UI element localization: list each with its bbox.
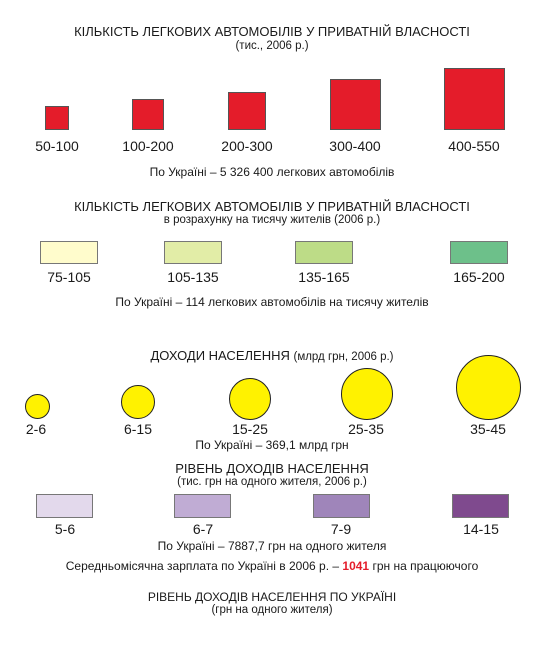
legend-label: 15-25 — [232, 421, 268, 437]
legend-label: 7-9 — [330, 521, 352, 537]
legend-label: 105-135 — [167, 269, 219, 285]
income-summary: По Україні – 369,1 млрд грн — [195, 438, 349, 452]
average-salary-line: Середньомісячна зарплата по Україні в 20… — [0, 559, 544, 573]
legend-label: 300-400 — [329, 138, 381, 154]
ukraine-income-subtitle: (грн на одного жителя) — [211, 604, 333, 616]
cars-total-title: КІЛЬКІСТЬ ЛЕГКОВИХ АВТОМОБІЛІВ У ПРИВАТН… — [74, 24, 470, 39]
legend-label: 25-35 — [348, 421, 384, 437]
legend-label: 14-15 — [463, 521, 499, 537]
legend-square-200-300 — [228, 92, 266, 130]
legend-circle-25-35 — [341, 368, 393, 420]
legend-square-50-100 — [45, 106, 69, 130]
cars-per-thousand-summary: По Україні – 114 легкових автомобілів на… — [115, 295, 429, 309]
legend-square-400-550 — [444, 68, 505, 130]
legend-circle-2-6 — [25, 394, 50, 419]
legend-label: 6-7 — [192, 521, 214, 537]
legend-rect-105-135 — [164, 241, 222, 264]
legend-rect-165-200 — [450, 241, 508, 264]
salary-suffix: грн на працюючого — [372, 559, 479, 573]
legend-rect-6-7 — [174, 494, 231, 518]
legend-circle-15-25 — [229, 378, 271, 420]
legend-circle-35-45 — [456, 355, 521, 420]
income-title: ДОХОДИ НАСЕЛЕННЯ (млрд грн, 2006 р.) — [0, 348, 544, 363]
cars-total-summary: По Україні – 5 326 400 легкових автомобі… — [149, 165, 395, 179]
salary-prefix: Середньомісячна зарплата по Україні в 20… — [65, 559, 340, 573]
legend-label: 200-300 — [221, 138, 273, 154]
income-level-title: РІВЕНЬ ДОХОДІВ НАСЕЛЕННЯ — [175, 461, 369, 476]
cars-per-thousand-title: КІЛЬКІСТЬ ЛЕГКОВИХ АВТОМОБІЛІВ У ПРИВАТН… — [74, 199, 470, 214]
ukraine-income-title: РІВЕНЬ ДОХОДІВ НАСЕЛЕННЯ ПО УКРАЇНІ — [147, 590, 397, 604]
legend-label: 35-45 — [470, 421, 506, 437]
legend-label: 50-100 — [35, 138, 79, 154]
income-level-subtitle: (тис. грн на одного жителя, 2006 р.) — [177, 476, 367, 488]
legend-label: 5-6 — [54, 521, 76, 537]
legend-label: 6-15 — [123, 421, 153, 437]
salary-value: 1041 — [342, 559, 370, 573]
legend-rect-14-15 — [452, 494, 509, 518]
legend-label: 400-550 — [448, 138, 500, 154]
income-title-suffix: (млрд грн, 2006 р.) — [293, 351, 394, 363]
income-level-summary: По Україні – 7887,7 грн на одного жителя — [157, 539, 387, 553]
legend-label: 165-200 — [453, 269, 505, 285]
legend-rect-75-105 — [40, 241, 98, 264]
legend-label: 2-6 — [25, 421, 47, 437]
legend-square-300-400 — [330, 79, 381, 130]
legend-square-100-200 — [132, 99, 164, 130]
legend-label: 135-165 — [298, 269, 350, 285]
legend-rect-135-165 — [295, 241, 353, 264]
legend-label: 100-200 — [122, 138, 174, 154]
legend-label: 75-105 — [47, 269, 91, 285]
legend-rect-5-6 — [36, 494, 93, 518]
legend-rect-7-9 — [313, 494, 370, 518]
cars-per-thousand-subtitle: в розрахунку на тисячу жителів (2006 р.) — [163, 214, 381, 226]
cars-total-subtitle: (тис., 2006 р.) — [235, 40, 309, 52]
legend-circle-6-15 — [121, 385, 155, 419]
income-title-main: ДОХОДИ НАСЕЛЕННЯ — [150, 348, 290, 363]
